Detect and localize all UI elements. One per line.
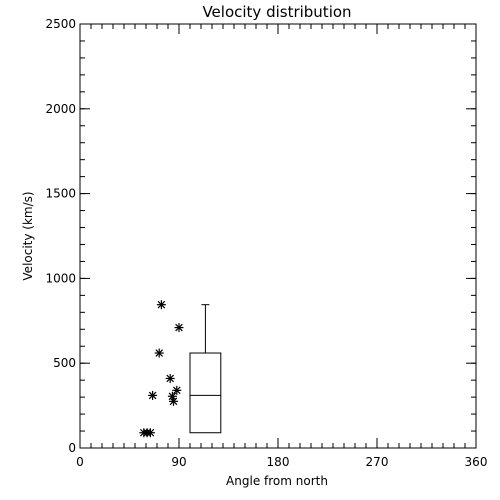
data-point — [165, 373, 175, 383]
y-tick-label: 1000 — [45, 271, 76, 285]
data-point — [169, 396, 178, 406]
point-stroke — [148, 391, 157, 400]
x-tick-label: 360 — [465, 455, 488, 469]
point-stroke — [173, 386, 181, 395]
data-point — [172, 385, 182, 395]
data-point — [145, 428, 155, 438]
point-stroke — [169, 397, 178, 406]
chart-title: Velocity distribution — [202, 3, 351, 21]
x-tick-label: 0 — [76, 455, 84, 469]
boxplot — [189, 304, 222, 434]
x-tick-label: 90 — [171, 455, 186, 469]
point-stroke — [175, 323, 183, 332]
x-tick-label: 270 — [366, 455, 389, 469]
data-point — [154, 348, 164, 358]
x-axis-label: Angle from north — [226, 474, 328, 488]
y-tick-label: 0 — [68, 441, 76, 455]
y-tick-label: 2500 — [45, 17, 76, 31]
y-tick-label: 500 — [53, 356, 76, 370]
y-axis-label: Velocity (km/s) — [21, 191, 35, 280]
y-tick-label: 1500 — [45, 187, 76, 201]
data-point — [156, 300, 166, 310]
point-stroke — [166, 374, 174, 383]
point-stroke — [155, 349, 163, 357]
plot-frame — [79, 23, 477, 449]
point-stroke — [146, 428, 155, 437]
data-point — [148, 390, 158, 400]
box-iqr — [189, 352, 222, 434]
axis-ticks: 0 90 180 270 360 0 500 1000 1500 2000 2500 — [45, 17, 487, 469]
y-tick-label: 2000 — [45, 102, 76, 116]
data-point — [174, 323, 184, 333]
point-stroke — [157, 300, 166, 309]
scatter-points — [139, 300, 184, 438]
x-tick-label: 180 — [267, 455, 290, 469]
